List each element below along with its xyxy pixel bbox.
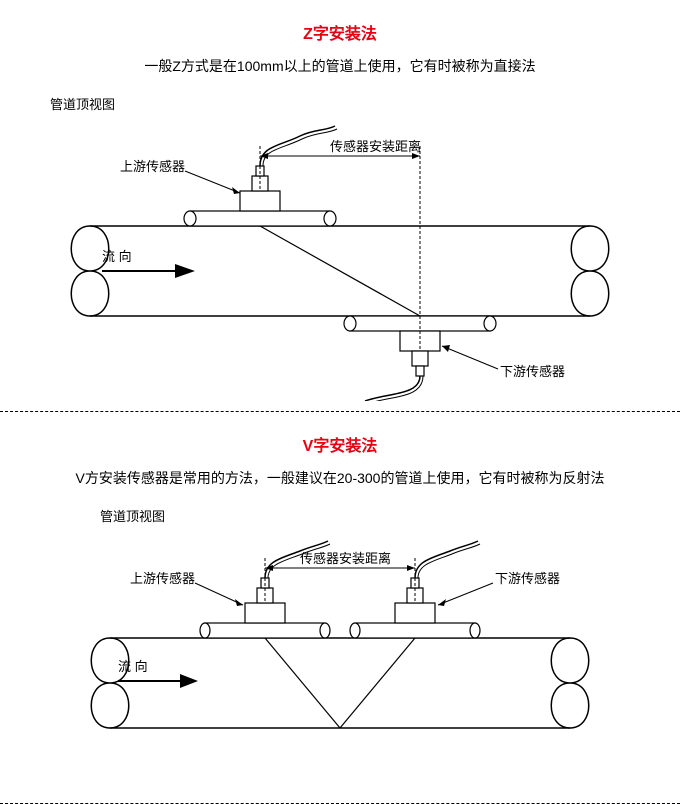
z-title: Z字安装法: [20, 20, 660, 44]
v-method-section: V字安装法 V方安装传感器是常用的方法，一般建议在20-300的管道上使用，它有…: [0, 412, 680, 803]
v-diagram: 流 向: [20, 533, 660, 793]
v-diagram-svg: 流 向: [30, 533, 650, 793]
z-method-section: Z字安装法 一般Z方式是在100mm以上的管道上使用，它有时被称为直接法 管道顶…: [0, 0, 680, 411]
z-diagram-svg: 流 向: [30, 121, 650, 401]
z-subtitle: 管道顶视图: [50, 94, 660, 113]
z-downstream-label: 下游传感器: [500, 364, 565, 379]
z-description: 一般Z方式是在100mm以上的管道上使用，它有时被称为直接法: [20, 56, 660, 76]
v-flow-label: 流 向: [118, 659, 148, 674]
v-subtitle: 管道顶视图: [100, 506, 660, 525]
v-upstream-label: 上游传感器: [130, 571, 195, 586]
z-distance-label: 传感器安装距离: [330, 139, 421, 154]
z-diagram: 流 向: [20, 121, 660, 401]
z-upstream-label: 上游传感器: [120, 159, 185, 174]
v-description: V方安装传感器是常用的方法，一般建议在20-300的管道上使用，它有时被称为反射…: [20, 468, 660, 488]
v-downstream-label: 下游传感器: [495, 571, 560, 586]
v-distance-label: 传感器安装距离: [300, 551, 391, 566]
z-flow-label: 流 向: [102, 249, 132, 264]
v-title: V字安装法: [20, 432, 660, 456]
